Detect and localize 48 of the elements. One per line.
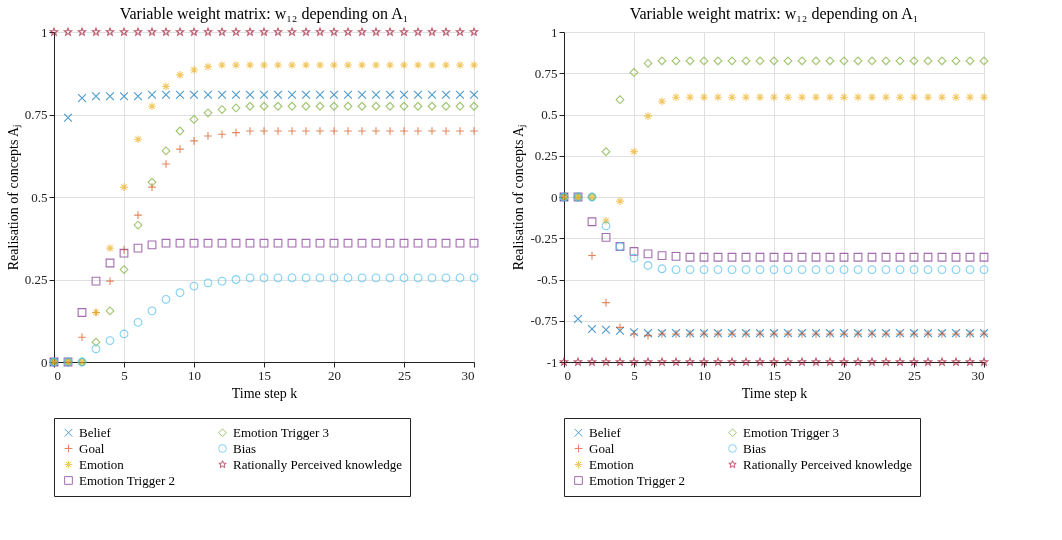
x-tick-label: 5 — [121, 367, 128, 383]
y-tick-label: 1 — [41, 24, 48, 40]
x-tick-label: 25 — [908, 367, 921, 383]
y-tick-label: -0.75 — [530, 313, 558, 329]
chart-title: Variable weight matrix: w₁₂ depending on A₁ — [119, 4, 409, 23]
y-tick-label: 0.5 — [31, 189, 48, 205]
legend-label: Emotion — [589, 456, 635, 472]
legend-label: Belief — [589, 424, 622, 440]
legend-label: Goal — [79, 440, 105, 456]
legend-label: Rationally Perceived knowledge — [743, 456, 913, 472]
y-tick-label: -1 — [546, 354, 558, 370]
x-tick-label: 15 — [768, 367, 781, 383]
legend-label: Goal — [589, 440, 615, 456]
x-axis-title: Time step k — [741, 385, 808, 401]
legend-label: Bias — [233, 440, 257, 456]
x-tick-label: 15 — [258, 367, 271, 383]
y-tick-label: -0.25 — [530, 230, 558, 246]
x-tick-label: 10 — [188, 367, 201, 383]
x-tick-label: 10 — [698, 367, 711, 383]
y-tick-label: 0 — [41, 354, 48, 370]
y-tick-label: 0.25 — [534, 148, 558, 164]
x-tick-label: 25 — [398, 367, 411, 383]
y-tick-label: 0.5 — [541, 107, 558, 122]
y-axis-title: Realisation of concepts Aⱼ — [5, 124, 22, 271]
y-axis-title: Realisation of concepts Aⱼ — [511, 124, 528, 271]
x-axis-title: Time step k — [231, 385, 298, 401]
legend-label: Bias — [743, 440, 767, 456]
legend-label: Emotion — [79, 456, 125, 472]
legend-label: Belief — [79, 424, 112, 440]
y-tick-label: 0.25 — [24, 272, 48, 287]
x-tick-label: 30 — [461, 367, 475, 383]
chart-title: Variable weight matrix: w₁₂ depending on A₁ — [629, 5, 919, 23]
y-tick-label: -0.5 — [536, 272, 558, 287]
x-tick-label: 30 — [971, 367, 985, 383]
legend-label: Emotion Trigger 3 — [743, 424, 840, 440]
x-tick-label: 20 — [838, 367, 851, 383]
x-tick-label: 5 — [631, 367, 638, 383]
y-tick-label: 0.75 — [534, 65, 558, 81]
y-tick-label: 0 — [551, 189, 558, 205]
legend-label: Emotion Trigger 3 — [233, 424, 330, 440]
y-tick-label: 0.75 — [24, 107, 48, 122]
x-tick-label: 20 — [328, 367, 341, 383]
x-tick-label: 0 — [54, 367, 61, 383]
legend-label: Rationally Perceived knowledge — [233, 456, 403, 472]
x-tick-label: 0 — [564, 367, 571, 383]
legend-label: Emotion Trigger 2 — [589, 472, 686, 488]
y-tick-label: 1 — [551, 24, 558, 40]
legend-label: Emotion Trigger 2 — [79, 472, 176, 488]
